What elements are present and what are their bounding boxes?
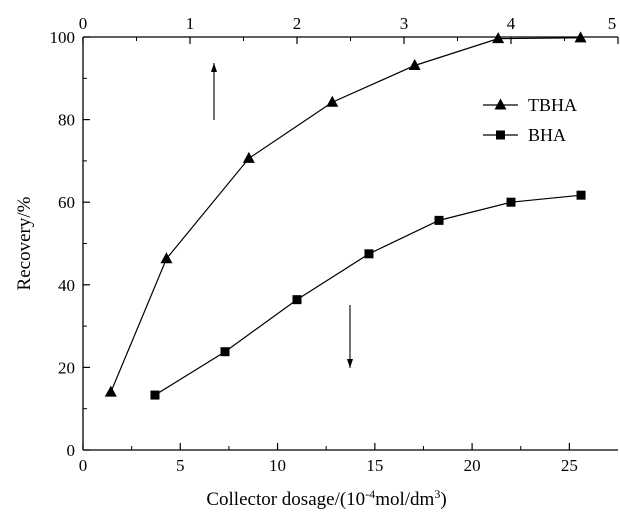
series-bha [150, 190, 586, 400]
legend-marker-square [496, 130, 505, 140]
x-tick-label: 0 [79, 456, 88, 475]
tbha-point [104, 385, 117, 397]
x-tick-label: 10 [269, 456, 286, 475]
top-tick-label: 0 [79, 14, 88, 33]
y-tick-label: 0 [67, 441, 76, 460]
x-axis-title-unit-exponent: 3 [434, 487, 440, 501]
arrow-to-top-axis-head [211, 63, 217, 72]
series-line-bha [154, 194, 582, 396]
x-tick-label: 20 [464, 456, 481, 475]
x-axis-title-exponent: -4 [365, 487, 375, 501]
tbha-point [326, 95, 339, 107]
y-tick-label: 100 [50, 28, 76, 47]
bha-point [434, 215, 444, 225]
top-tick-label: 1 [186, 14, 195, 33]
top-tick-label: 5 [608, 14, 617, 33]
legend: TBHA BHA [483, 95, 577, 145]
y-axis-title: Recovery/% [14, 196, 35, 290]
top-tick-label: 4 [507, 14, 516, 33]
bha-point [364, 249, 374, 259]
legend-marker-triangle [494, 98, 507, 110]
bha-point [576, 190, 586, 200]
arrow-to-bottom-axis [347, 305, 353, 368]
tbha-point [160, 252, 173, 264]
y-tick-label: 80 [58, 111, 75, 130]
x-axis-title-close: ) [440, 489, 446, 510]
x-axis-title: Collector dosage/(10-4mol/dm3) [206, 487, 446, 510]
bha-point [506, 197, 516, 207]
bha-point [220, 347, 230, 357]
y-tick-label: 40 [58, 276, 75, 295]
tbha-point [492, 32, 505, 44]
x-tick-label: 25 [561, 456, 578, 475]
arrow-to-top-axis [211, 63, 217, 120]
axes-layer: 0 5 10 15 20 25 0 1 2 3 4 5 0 20 40 60 80 100 Recovery/% Co… [14, 14, 619, 510]
y-tick-label: 60 [58, 193, 75, 212]
x-tick-label: 5 [176, 456, 185, 475]
legend-label: BHA [528, 125, 566, 145]
top-tick-label: 3 [400, 14, 409, 33]
legend-label: TBHA [528, 95, 577, 115]
legend-item-bha: BHA [483, 125, 566, 145]
series-tbha [104, 31, 587, 397]
tbha-point [408, 58, 421, 70]
top-tick-label: 2 [293, 14, 302, 33]
arrow-to-bottom-axis-head [347, 359, 353, 368]
tbha-point [242, 151, 255, 163]
bha-point [292, 295, 302, 305]
x-axis-title-text: Collector dosage/(10 [206, 489, 365, 510]
bha-point [150, 390, 160, 400]
x-axis-title-unit: mol/dm [375, 489, 434, 510]
tbha-point [574, 31, 587, 43]
x-tick-label: 15 [366, 456, 383, 475]
series-layer [104, 31, 587, 400]
series-line-tbha [110, 37, 581, 393]
annotation-layer [211, 63, 353, 368]
legend-item-tbha: TBHA [483, 95, 577, 115]
y-tick-label: 20 [58, 358, 75, 377]
